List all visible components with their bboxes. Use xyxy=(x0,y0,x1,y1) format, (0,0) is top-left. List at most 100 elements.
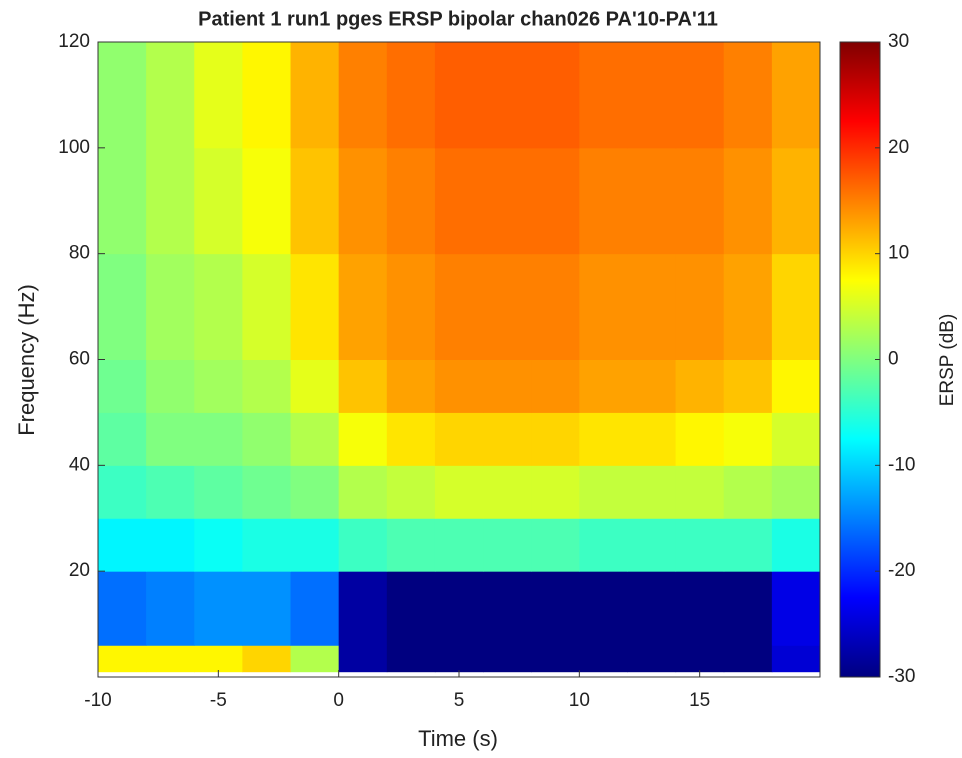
heatmap-cell xyxy=(723,645,773,673)
heatmap-cell xyxy=(627,147,677,255)
heatmap-cell xyxy=(531,645,580,673)
heatmap-cell xyxy=(723,412,773,466)
heatmap-cell xyxy=(194,147,243,255)
heatmap-cell xyxy=(290,253,340,360)
heatmap-cell xyxy=(338,359,388,413)
heatmap-cell xyxy=(338,147,388,255)
x-tick-label: 0 xyxy=(333,690,344,711)
heatmap-cell xyxy=(771,571,821,646)
heatmap-cell xyxy=(483,645,532,673)
heatmap-cell xyxy=(627,571,677,646)
heatmap-cell xyxy=(771,359,821,413)
heatmap-cell xyxy=(434,465,484,519)
heatmap-cell xyxy=(146,645,195,673)
heatmap-cell xyxy=(579,359,628,413)
heatmap-cell xyxy=(98,253,147,360)
heatmap-cell xyxy=(194,571,243,646)
heatmap-cell xyxy=(579,147,628,255)
heatmap-cell xyxy=(771,147,821,255)
heatmap-cell xyxy=(386,465,436,519)
heatmap-cell xyxy=(483,253,532,360)
colorbar-tick-label: -30 xyxy=(888,666,915,687)
heatmap-cell xyxy=(386,147,436,255)
heatmap-cell xyxy=(723,465,773,519)
heatmap-cell xyxy=(386,359,436,413)
heatmap-cell xyxy=(627,42,677,149)
heatmap-cell xyxy=(675,42,725,149)
heatmap-cell xyxy=(434,645,484,673)
heatmap-cell xyxy=(146,253,195,360)
heatmap-cell xyxy=(386,253,436,360)
heatmap-cell xyxy=(723,359,773,413)
heatmap-cell xyxy=(290,571,340,646)
heatmap-cell xyxy=(483,359,532,413)
heatmap-cell xyxy=(579,518,628,572)
heatmap-cell xyxy=(434,147,484,255)
chart-title: Patient 1 run1 pges ERSP bipolar chan026… xyxy=(198,8,718,30)
heatmap-cell xyxy=(579,42,628,149)
heatmap-cell xyxy=(242,518,292,572)
heatmap-cell xyxy=(627,645,677,673)
heatmap-cell xyxy=(194,465,243,519)
y-tick-label: 80 xyxy=(69,243,90,264)
heatmap-cell xyxy=(771,42,821,149)
heatmap-cell xyxy=(771,465,821,519)
heatmap-cell xyxy=(290,518,340,572)
heatmap-cell xyxy=(434,412,484,466)
heatmap-cell xyxy=(98,359,147,413)
x-tick-label: 10 xyxy=(569,690,590,711)
heatmap-cell xyxy=(242,42,292,149)
heatmap-cell xyxy=(242,571,292,646)
heatmap-cell xyxy=(771,253,821,360)
heatmap-cell xyxy=(98,518,147,572)
heatmap-cell xyxy=(675,253,725,360)
heatmap-cell xyxy=(146,42,195,149)
heatmap-cell xyxy=(290,465,340,519)
heatmap-cell xyxy=(627,465,677,519)
heatmap-cell xyxy=(242,412,292,466)
heatmap-cell xyxy=(771,412,821,466)
heatmap-cell xyxy=(146,359,195,413)
heatmap-cell xyxy=(338,571,388,646)
heatmap-cell xyxy=(434,42,484,149)
heatmap-cell xyxy=(242,147,292,255)
heatmap-cell xyxy=(386,518,436,572)
heatmap-cell xyxy=(194,42,243,149)
heatmap-cell xyxy=(290,412,340,466)
heatmap-cell xyxy=(579,465,628,519)
heatmap-cell xyxy=(579,571,628,646)
heatmap-cell xyxy=(675,359,725,413)
colorbar-tick-label: -10 xyxy=(888,454,915,475)
heatmap-cell xyxy=(98,42,147,149)
heatmap-cell xyxy=(531,147,580,255)
y-tick-label: 60 xyxy=(69,349,90,370)
y-axis-label: Frequency (Hz) xyxy=(14,284,39,436)
colorbar xyxy=(839,41,881,678)
heatmap-cell xyxy=(338,645,388,673)
heatmap-cell xyxy=(723,42,773,149)
heatmap-cell xyxy=(194,359,243,413)
heatmap-cell xyxy=(146,147,195,255)
heatmap-cell xyxy=(675,645,725,673)
heatmap-cell xyxy=(531,253,580,360)
heatmap-cell xyxy=(434,518,484,572)
heatmap-cell xyxy=(194,412,243,466)
heatmap-cell xyxy=(290,42,340,149)
heatmap-cell xyxy=(290,147,340,255)
heatmap-cell xyxy=(723,518,773,572)
heatmap-cell xyxy=(675,465,725,519)
heatmap-cell xyxy=(386,42,436,149)
heatmap-cell xyxy=(242,465,292,519)
colorbar-tick-label: 0 xyxy=(888,349,899,370)
heatmap-cell xyxy=(723,147,773,255)
heatmap-cell xyxy=(483,42,532,149)
heatmap-cell xyxy=(194,253,243,360)
colorbar-tick-label: -20 xyxy=(888,560,915,581)
heatmap-cell xyxy=(338,412,388,466)
heatmap-cell xyxy=(98,412,147,466)
y-tick-label: 120 xyxy=(58,31,90,52)
heatmap-cell xyxy=(434,571,484,646)
heatmap-cell xyxy=(338,42,388,149)
heatmap-cell xyxy=(146,465,195,519)
